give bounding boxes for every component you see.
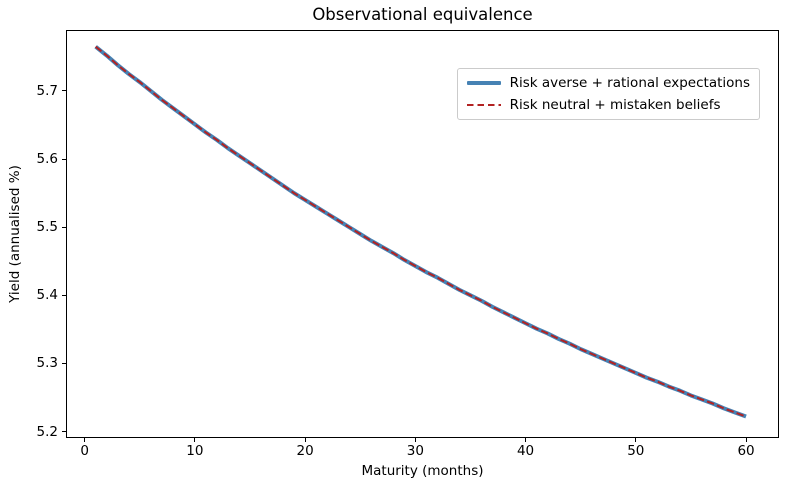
y-tick-mark [62,226,66,228]
y-tick-mark [62,90,66,92]
x-tick-label: 30 [406,443,424,459]
x-tick-mark [414,438,416,442]
y-tick-mark [62,362,66,364]
y-tick-label: 5.6 [36,151,58,168]
x-axis-label: Maturity (months) [361,463,484,479]
legend-label-risk-averse: Risk averse + rational expectations [509,74,750,91]
x-tick-label: 50 [627,443,645,459]
x-tick-label: 60 [737,443,755,459]
legend-label-risk-neutral: Risk neutral + mistaken beliefs [509,96,721,113]
y-tick-label: 5.7 [36,82,58,99]
y-tick-mark [62,294,66,296]
x-tick-mark [635,438,637,442]
legend-entry-risk-neutral: Risk neutral + mistaken beliefs [466,96,750,114]
x-tick-mark [304,438,306,442]
plot-area: Risk averse + rational expectations Risk… [66,30,779,438]
y-tick-label: 5.3 [36,355,58,372]
x-tick-mark [194,438,196,442]
x-tick-label: 40 [516,443,535,459]
y-tick-mark [62,431,66,433]
y-tick-mark [62,158,66,160]
y-tick-label: 5.2 [36,423,58,440]
y-tick-label: 5.5 [36,219,58,236]
x-tick-label: 10 [186,443,204,459]
x-tick-mark [745,438,747,442]
series-line-1 [95,45,747,418]
plot-canvas [94,45,747,419]
legend-solid-line-icon [466,81,501,85]
chart-title: Observational equivalence [312,5,533,24]
legend: Risk averse + rational expectations Risk… [456,68,760,120]
legend-dashed-line-icon [466,104,501,106]
y-tick-label: 5.4 [36,287,58,304]
legend-entry-risk-averse: Risk averse + rational expectations [466,74,750,92]
x-tick-mark [84,438,86,442]
x-tick-label: 20 [296,443,314,459]
x-tick-mark [525,438,527,442]
x-tick-label: 0 [80,443,89,459]
